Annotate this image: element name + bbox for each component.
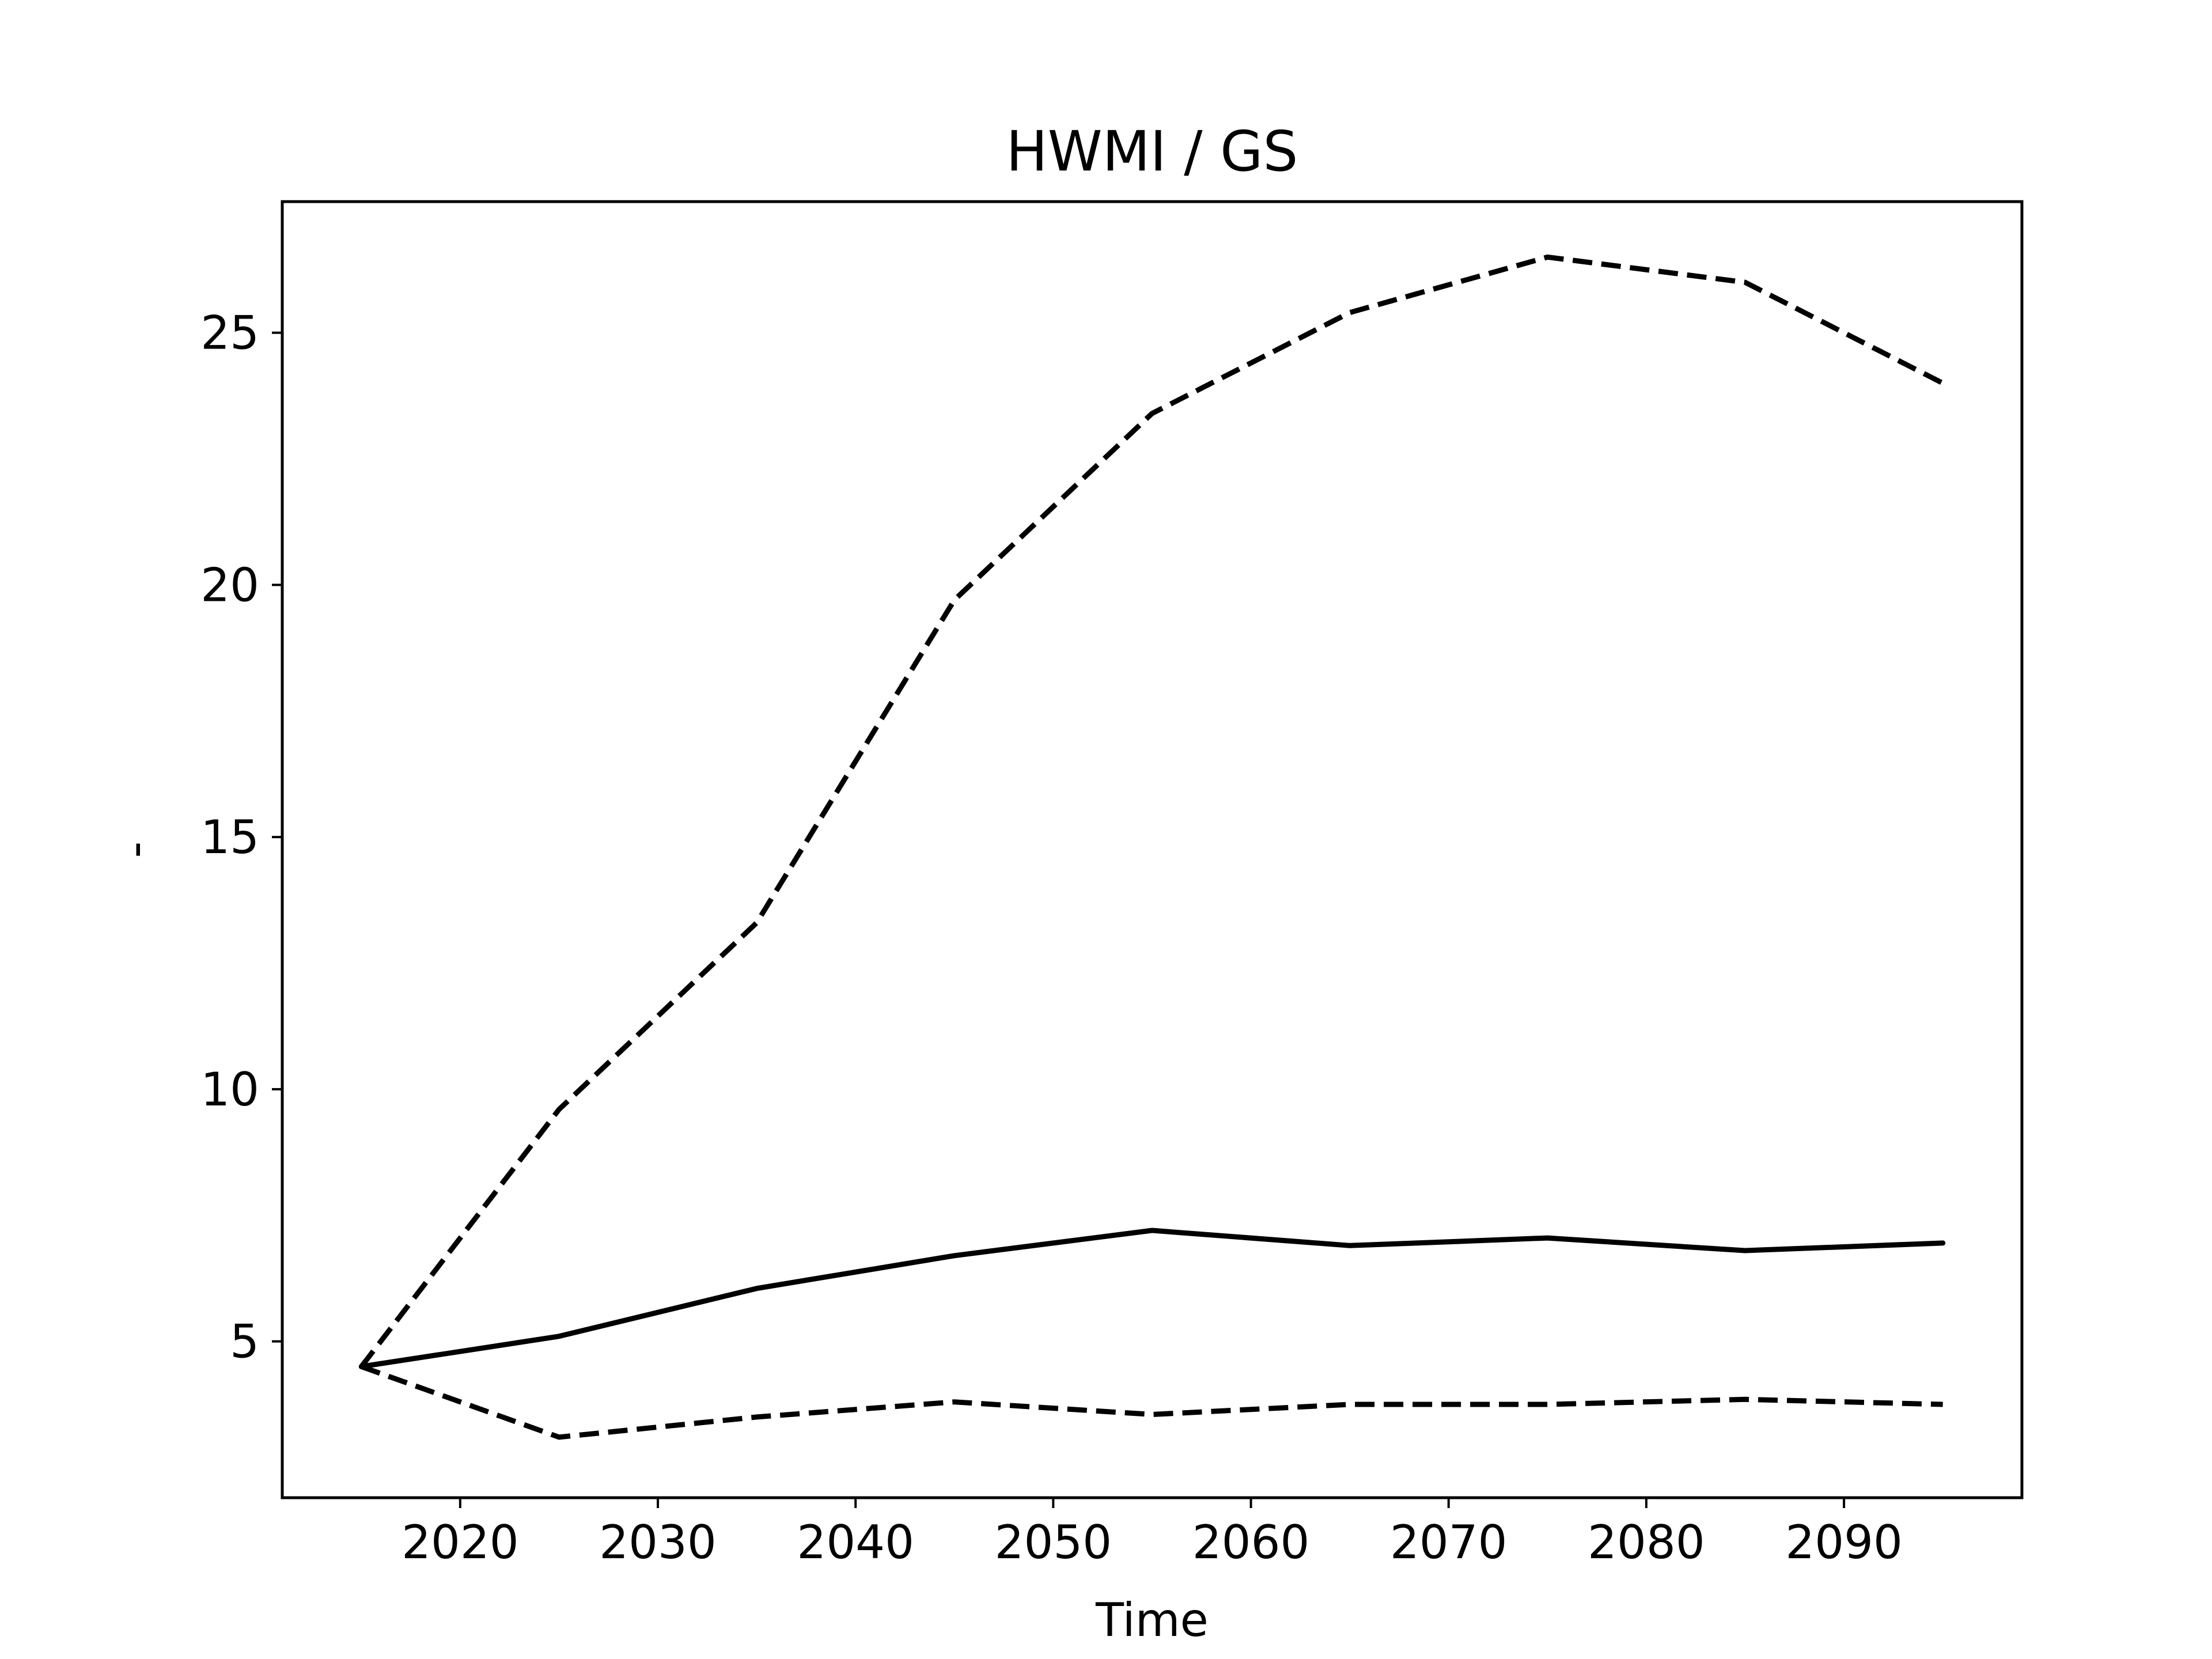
x-tick-label: 2040 (797, 1516, 914, 1569)
plot-frame (281, 200, 2024, 1499)
x-tick-label: 2090 (1785, 1516, 1903, 1569)
x-tick-label: 2050 (995, 1516, 1112, 1569)
x-tick-label: 2080 (1588, 1516, 1705, 1569)
dashed-series-line-1 (359, 254, 1944, 1369)
x-axis-ticks: 2020 2030 2040 2050 2060 2070 2080 2090 (402, 1498, 1903, 1569)
y-tick-label: 10 (200, 1063, 259, 1116)
series-layer (358, 254, 1946, 1440)
y-tick-label: 5 (230, 1315, 259, 1369)
dashed-series-line-2 (360, 1364, 1943, 1440)
y-tick-label: 15 (200, 810, 259, 864)
y-tick-label: 25 (200, 306, 259, 360)
x-axis-label: Time (1095, 1593, 1209, 1647)
chart-title: HWMI / GS (1006, 119, 1298, 184)
x-tick-label: 2020 (402, 1516, 519, 1569)
x-tick-label: 2060 (1192, 1516, 1310, 1569)
y-axis-ticks: 5 10 15 20 25 (200, 306, 282, 1369)
y-tick-label: 20 (200, 558, 259, 612)
y-axis-label: - (108, 842, 162, 858)
x-tick-label: 2070 (1390, 1516, 1508, 1569)
solid-series-line-0 (358, 1228, 1946, 1369)
x-tick-label: 2030 (599, 1516, 717, 1569)
